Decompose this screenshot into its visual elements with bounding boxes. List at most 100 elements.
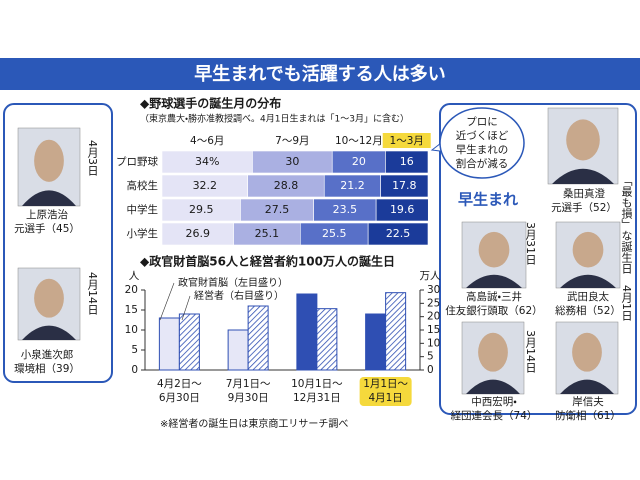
chart-title: ◆政官財首脳56人と経営者約100万人の誕生日 [140, 254, 395, 269]
series-label: 1～3月 [390, 135, 424, 147]
photo-head [478, 332, 508, 372]
bar [247, 305, 269, 371]
value-label: 26.9 [186, 227, 211, 240]
callout [439, 107, 525, 179]
y2-tick-label: 20 [427, 311, 440, 323]
callout-text: 割合が減る [456, 157, 509, 170]
y-tick-label: 20 [125, 284, 138, 296]
photo-head [478, 231, 510, 268]
x-tick-label: 9月30日 [228, 392, 269, 404]
value-label: 29.5 [189, 203, 214, 216]
person-label: 高島誠・三井 [466, 290, 522, 303]
photo-head [572, 231, 604, 268]
x-tick-label: 4月2日～ [157, 378, 202, 390]
y2-tick-label: 10 [427, 337, 440, 349]
row-label: プロ野球 [116, 155, 158, 168]
person-label: 上原浩治 [26, 208, 68, 221]
photo-head [34, 278, 64, 318]
x-tick-label: 7月1日～ [226, 378, 271, 390]
photo-head [572, 332, 602, 372]
group-label: 早生まれ [458, 191, 518, 209]
title: 早生まれでも活躍する人は多い [194, 63, 445, 85]
y2-tick-label: 5 [427, 351, 434, 363]
y-tick-label: 5 [131, 344, 138, 356]
value-label: 19.6 [390, 203, 415, 216]
legend-label: 経営者（右目盛り） [194, 289, 284, 302]
legend-label: 政官財首脳（左目盛り） [178, 276, 288, 289]
photo-body [22, 190, 76, 206]
person-label: 武田良太 [567, 290, 609, 303]
y2-tick-label: 15 [427, 324, 440, 336]
series-label: 4～6月 [190, 135, 224, 147]
callout-text: 早生まれの [456, 143, 509, 156]
birth-date: 3月14日 [524, 330, 537, 373]
value-label: 28.8 [274, 179, 299, 192]
value-label: 34% [195, 155, 219, 168]
person-label: 中西宏明・ [471, 395, 517, 408]
birth-date: 4月3日 [86, 140, 99, 176]
bar [227, 329, 249, 371]
highlight [382, 133, 431, 148]
person-label: 岸信夫 [572, 395, 604, 408]
photo-head [566, 119, 600, 161]
birth-date: 4月14日 [86, 272, 99, 315]
x-tick-label: 1月1日～ [363, 378, 408, 390]
value-label: 17.8 [392, 179, 417, 192]
photo-body [560, 379, 614, 394]
photo-body [22, 325, 76, 340]
value-label: 16 [400, 155, 414, 168]
x-tick-label: 12月31日 [293, 392, 341, 404]
photo-body [552, 168, 614, 184]
value-label: 25.5 [322, 227, 347, 240]
person-label: 総務相（52） [555, 304, 621, 317]
bar-segment [385, 150, 429, 174]
photo-body [466, 379, 520, 394]
value-label: 32.2 [193, 179, 218, 192]
person-label: 住友銀行頭取（62） [445, 304, 542, 317]
highlight [359, 377, 412, 406]
photo-body [466, 274, 522, 288]
chart-note: ※経営者の誕生日は東京商工リサーチ調べ [160, 417, 348, 430]
bar [158, 317, 180, 371]
legend-leader [159, 282, 175, 321]
x-tick-label: 6月30日 [159, 392, 200, 404]
bar-segment [380, 174, 429, 198]
value-label: 25.1 [255, 227, 280, 240]
birth-date: 3月31日 [524, 222, 537, 265]
x-tick-label: 10月1日～ [291, 378, 343, 390]
series-label: 7～9月 [275, 135, 309, 147]
value-label: 22.5 [386, 227, 411, 240]
person-label: 防衛相（61） [555, 409, 621, 422]
y2-tick-label: 30 [427, 284, 440, 296]
y-tick-label: 15 [125, 304, 138, 316]
bar [178, 313, 200, 371]
y-tick-label: 0 [131, 364, 138, 376]
person-label: 桑田真澄 [563, 187, 605, 200]
bar [316, 308, 338, 371]
value-label: 27.5 [265, 203, 290, 216]
chart-title: ◆野球選手の誕生月の分布 [140, 96, 281, 111]
legend-leader [181, 295, 191, 321]
y2-tick-label: 0 [427, 364, 434, 376]
y-tick-label: 10 [125, 324, 138, 336]
value-label: 20 [352, 155, 366, 168]
y-axis-label: 人 [129, 270, 140, 282]
row-label: 高校生 [127, 179, 159, 192]
x-tick-label: 4月1日 [368, 392, 402, 404]
person-label: 小泉進次郎 [21, 348, 74, 361]
row-label: 中学生 [127, 203, 159, 216]
y2-axis-label: 万人 [420, 270, 441, 282]
chart-subtitle: （東京農大・勝亦准教授調べ。4月1日生まれは「1～3月」に含む） [140, 113, 409, 125]
row-label: 小学生 [127, 227, 159, 240]
callout-text: プロに [466, 116, 498, 128]
person-label: 元選手（52） [551, 201, 617, 214]
person-label: 元選手（45） [14, 222, 80, 235]
value-label: 21.2 [340, 179, 365, 192]
bar-segment [375, 198, 429, 222]
photo-head [34, 139, 64, 182]
bar [365, 313, 387, 371]
series-label: 10～12月 [335, 135, 383, 147]
value-label: 23.5 [333, 203, 358, 216]
